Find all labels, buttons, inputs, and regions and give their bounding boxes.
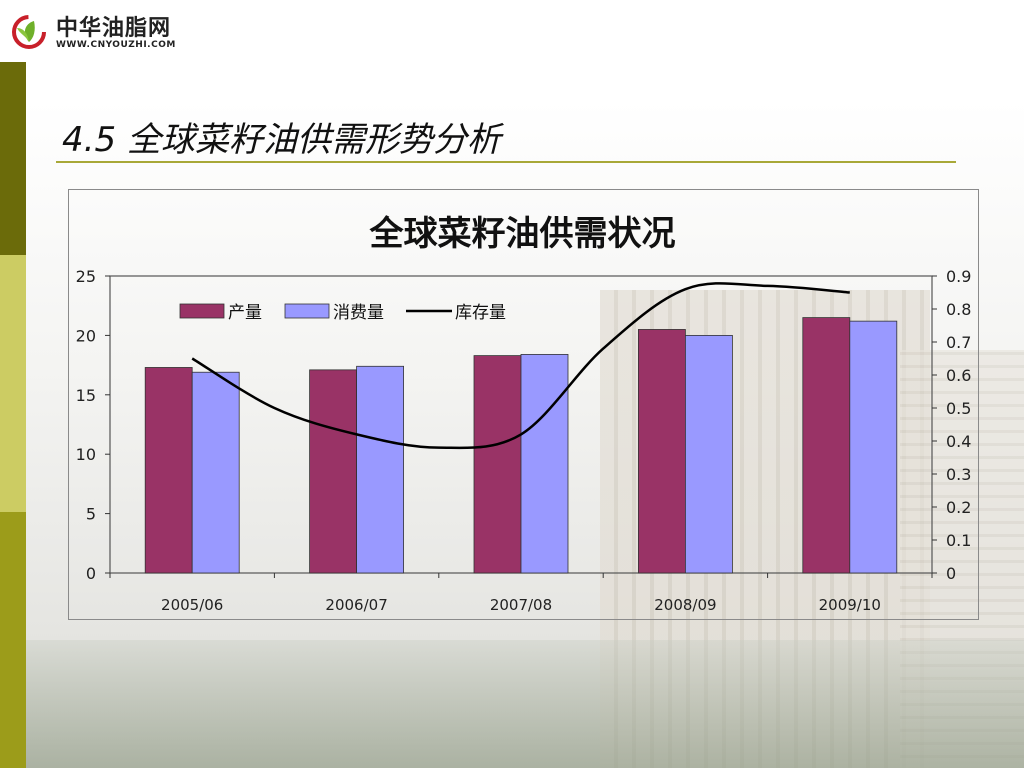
y-right-tick-label: 0.9	[946, 267, 971, 286]
y-right-tick-label: 0	[946, 564, 956, 583]
bar-production	[802, 317, 851, 574]
bar-production	[309, 369, 358, 574]
bar-consumption	[849, 320, 898, 574]
legend-label-consumption: 消费量	[333, 303, 384, 323]
y-left-tick-label: 20	[76, 326, 96, 345]
left-accent-bar-middle	[0, 255, 26, 512]
x-tick-label: 2006/07	[325, 596, 387, 614]
stock-line	[191, 282, 850, 450]
bar-production	[144, 367, 193, 574]
bar-consumption	[356, 365, 405, 574]
y-left-tick-label: 5	[86, 505, 96, 524]
y-right-tick-label: 0.7	[946, 333, 971, 352]
legend-swatch-consumption	[284, 303, 330, 319]
logo-url: WWW.CNYOUZHI.COM	[56, 40, 176, 50]
site-logo: 中华油脂网 WWW.CNYOUZHI.COM	[0, 0, 200, 62]
leaf-ring-icon	[12, 15, 46, 49]
y-right-tick-label: 0.4	[946, 432, 971, 451]
bar-consumption	[191, 371, 240, 574]
bar-consumption	[685, 334, 733, 574]
background-ground	[26, 640, 1024, 768]
y-left-tick-label: 15	[76, 386, 96, 405]
x-tick-label: 2007/08	[490, 596, 552, 614]
y-right-tick-label: 0.2	[946, 498, 971, 517]
y-right-tick-label: 0.5	[946, 399, 971, 418]
left-accent-bar-bottom	[0, 512, 26, 768]
slide-title: 4.5 全球菜籽油供需形势分析	[62, 120, 501, 160]
legend-label-production: 产量	[228, 303, 262, 323]
bar-production	[638, 329, 686, 574]
bar-consumption	[520, 354, 569, 574]
chart-title: 全球菜籽油供需状况	[369, 214, 676, 254]
logo-name: 中华油脂网	[56, 16, 172, 41]
left-accent-bar-top	[0, 62, 26, 255]
title-rule	[56, 161, 956, 163]
y-left-tick-label: 25	[76, 267, 96, 286]
y-right-tick-label: 0.8	[946, 300, 971, 319]
x-tick-label: 2009/10	[819, 596, 881, 614]
legend-swatch-production	[179, 303, 225, 319]
y-right-tick-label: 0.1	[946, 531, 971, 550]
chart-frame	[68, 189, 979, 620]
x-tick-label: 2005/06	[161, 596, 223, 614]
legend-label-stock: 库存量	[455, 303, 506, 323]
x-tick-label: 2008/09	[654, 596, 716, 614]
y-right-tick-label: 0.3	[946, 465, 971, 484]
bar-production	[473, 355, 522, 574]
y-left-tick-label: 10	[76, 445, 96, 464]
y-left-tick-label: 0	[86, 564, 96, 583]
y-right-tick-label: 0.6	[946, 366, 971, 385]
